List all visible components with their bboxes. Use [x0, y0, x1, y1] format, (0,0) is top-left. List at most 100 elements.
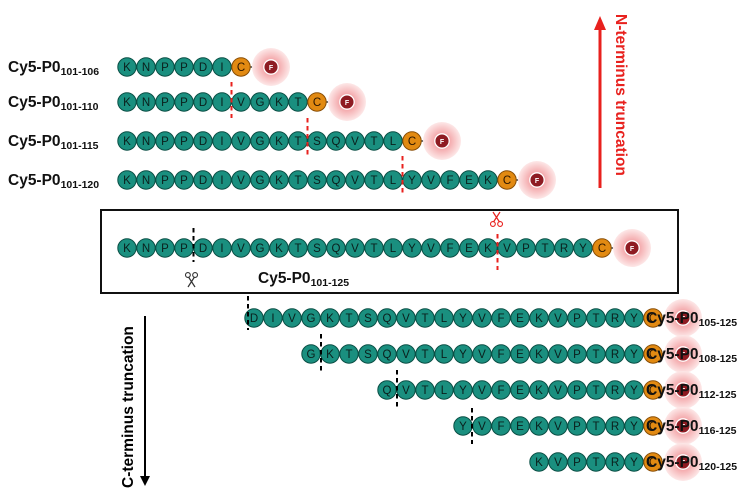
cysteine-letter: C — [313, 97, 321, 109]
full-peptide-label: Cy5-P0101-125 — [258, 270, 349, 289]
residue-letter: Q — [332, 175, 341, 187]
residue-L: L — [434, 308, 454, 328]
residue-letter: D — [199, 136, 207, 148]
residue-letter: T — [345, 349, 352, 361]
cysteine-residue: C — [497, 170, 517, 190]
cysteine-residue: C — [592, 238, 612, 258]
residue-V: V — [282, 308, 302, 328]
residue-letter: T — [592, 457, 599, 469]
residue-letter: I — [220, 175, 223, 187]
residue-T: T — [288, 92, 308, 112]
residue-letter: D — [199, 243, 207, 255]
residue-letter: K — [275, 136, 283, 148]
residue-letter: Y — [459, 385, 467, 397]
residue-letter: K — [535, 313, 543, 325]
residue-letter: I — [220, 62, 223, 74]
residue-Y: Y — [402, 170, 422, 190]
residue-V: V — [345, 170, 365, 190]
residue-T: T — [415, 344, 435, 364]
residue-letter: P — [180, 62, 188, 74]
residue-letter: V — [503, 243, 511, 255]
residue-letter: L — [441, 349, 448, 361]
residue-P: P — [174, 92, 194, 112]
residue-Q: Q — [326, 238, 346, 258]
residue-P: P — [174, 170, 194, 190]
residue-letter: E — [465, 243, 473, 255]
residue-F: F — [440, 170, 460, 190]
residue-T: T — [288, 131, 308, 151]
residue-letter: Y — [630, 385, 638, 397]
residue-V: V — [497, 238, 517, 258]
residue-I: I — [212, 92, 232, 112]
residue-V: V — [231, 92, 251, 112]
residue-letter: K — [535, 457, 543, 469]
residue-letter: R — [611, 457, 619, 469]
fluorophore-icon: F — [664, 299, 702, 337]
n-trunc-label: Cy5-P0101-110 — [8, 94, 99, 113]
residue-E: E — [510, 380, 530, 400]
residue-E: E — [459, 238, 479, 258]
residue-V: V — [472, 344, 492, 364]
residue-V: V — [548, 344, 568, 364]
residue-letter: I — [220, 97, 223, 109]
residue-letter: T — [294, 175, 301, 187]
residue-K: K — [117, 92, 137, 112]
residue-V: V — [396, 344, 416, 364]
residue-letter: K — [535, 349, 543, 361]
residue-letter: V — [427, 175, 435, 187]
fluorophore-letter: F — [681, 424, 686, 431]
residue-T: T — [288, 238, 308, 258]
residue-letter: K — [275, 243, 283, 255]
residue-letter: Q — [332, 243, 341, 255]
fluorophore-letter: F — [269, 65, 274, 72]
residue-P: P — [567, 452, 587, 472]
residue-P: P — [155, 92, 175, 112]
residue-K: K — [117, 170, 137, 190]
residue-T: T — [364, 238, 384, 258]
full-peptide-box — [100, 209, 679, 294]
residue-letter: T — [345, 313, 352, 325]
residue-letter: G — [307, 313, 316, 325]
residue-letter: V — [554, 313, 562, 325]
residue-letter: N — [142, 243, 150, 255]
residue-P: P — [567, 344, 587, 364]
residue-K: K — [269, 170, 289, 190]
residue-letter: F — [497, 421, 504, 433]
residue-letter: D — [199, 175, 207, 187]
residue-letter: E — [516, 313, 524, 325]
residue-V: V — [472, 308, 492, 328]
residue-K: K — [269, 92, 289, 112]
residue-letter: V — [554, 385, 562, 397]
residue-letter: N — [142, 97, 150, 109]
residue-V: V — [472, 380, 492, 400]
residue-letter: V — [478, 421, 486, 433]
residue-letter: V — [427, 243, 435, 255]
residue-N: N — [136, 131, 156, 151]
residue-letter: I — [271, 313, 274, 325]
residue-letter: I — [220, 136, 223, 148]
residue-letter: L — [441, 385, 448, 397]
residue-P: P — [516, 238, 536, 258]
residue-letter: E — [465, 175, 473, 187]
residue-letter: K — [123, 62, 131, 74]
residue-V: V — [231, 238, 251, 258]
residue-letter: Y — [459, 349, 467, 361]
peptide-labels: Cy5-P0101-106 Cy5-P0101-110 Cy5-P0101-115 C… — [8, 59, 737, 473]
residue-letter: V — [402, 313, 410, 325]
residue-G: G — [250, 238, 270, 258]
cysteine-residue: C — [307, 92, 327, 112]
cysteine-residue: C — [643, 380, 663, 400]
residue-letter: R — [611, 385, 619, 397]
residue-F: F — [491, 344, 511, 364]
residue-D: D — [193, 57, 213, 77]
residue-letter: F — [497, 385, 504, 397]
residue-S: S — [307, 170, 327, 190]
residue-V: V — [421, 238, 441, 258]
residue-R: R — [605, 344, 625, 364]
residue-letter: K — [123, 136, 131, 148]
residue-Y: Y — [624, 416, 644, 436]
residue-I: I — [212, 57, 232, 77]
residue-letter: P — [161, 175, 169, 187]
